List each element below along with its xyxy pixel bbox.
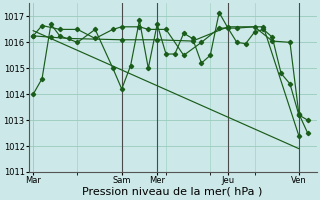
X-axis label: Pression niveau de la mer( hPa ): Pression niveau de la mer( hPa ) — [83, 187, 263, 197]
